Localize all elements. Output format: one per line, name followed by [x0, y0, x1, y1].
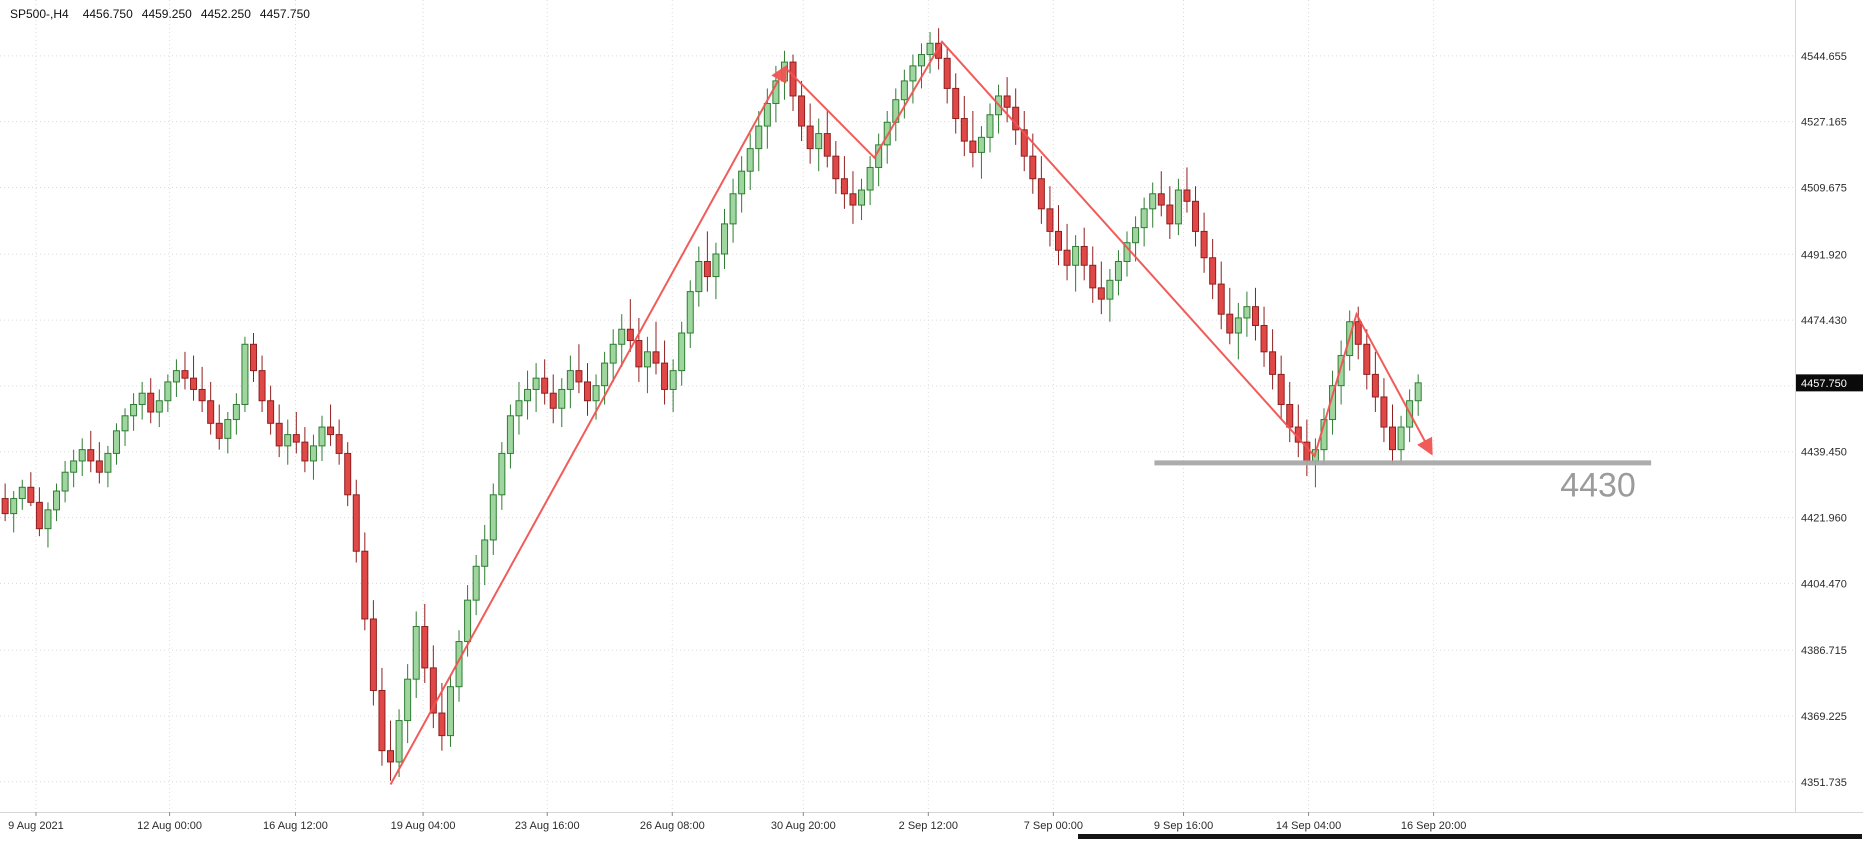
svg-text:4544.655: 4544.655 [1801, 51, 1847, 63]
quote-high: 4459.250 [141, 7, 192, 21]
svg-text:4474.430: 4474.430 [1801, 315, 1847, 327]
svg-text:16 Aug 12:00: 16 Aug 12:00 [263, 820, 328, 832]
current-price-badge: 4457.750 [1796, 374, 1863, 392]
svg-text:4421.960: 4421.960 [1801, 513, 1847, 525]
svg-text:4509.675: 4509.675 [1801, 182, 1847, 194]
chart-title-symbol: SP500-,H4 [10, 7, 69, 21]
svg-text:2 Sep 12:00: 2 Sep 12:00 [899, 820, 958, 832]
support-line[interactable]: 4430 [1154, 460, 1652, 505]
svg-text:4369.225: 4369.225 [1801, 711, 1847, 723]
svg-text:4351.735: 4351.735 [1801, 777, 1847, 789]
svg-text:4457.750: 4457.750 [1801, 378, 1847, 390]
bottom-border-line [1078, 834, 1862, 839]
svg-text:16 Sep 20:00: 16 Sep 20:00 [1401, 820, 1466, 832]
quote-low: 4452.250 [200, 7, 251, 21]
trend-line-2[interactable] [784, 40, 1433, 459]
svg-text:4491.920: 4491.920 [1801, 249, 1847, 261]
quote-open: 4456.750 [82, 7, 133, 21]
svg-text:4386.715: 4386.715 [1801, 645, 1847, 657]
svg-text:14 Sep 04:00: 14 Sep 04:00 [1276, 820, 1341, 832]
chart-title: SP500-,H4 4456.750 4459.250 4452.250 4457.75… [10, 7, 319, 21]
price-axis[interactable]: 4544.655 4527.165 4509.675 4491.920 4474.430… [1801, 51, 1847, 789]
svg-text:9 Aug 2021: 9 Aug 2021 [8, 820, 64, 832]
trend-line-1[interactable] [389, 64, 787, 786]
svg-text:30 Aug 20:00: 30 Aug 20:00 [771, 820, 836, 832]
svg-text:23 Aug 16:00: 23 Aug 16:00 [515, 820, 580, 832]
support-level-label: 4430 [1560, 467, 1636, 505]
svg-text:4404.470: 4404.470 [1801, 578, 1847, 590]
svg-text:26 Aug 08:00: 26 Aug 08:00 [640, 820, 705, 832]
quote-close: 4457.750 [259, 7, 310, 21]
svg-text:19 Aug 04:00: 19 Aug 04:00 [391, 820, 456, 832]
grid-layer [0, 0, 1795, 812]
time-axis[interactable]: 9 Aug 2021 12 Aug 00:00 16 Aug 12:00 19 Aug… [8, 812, 1466, 832]
svg-text:12 Aug 00:00: 12 Aug 00:00 [137, 820, 202, 832]
svg-text:7 Sep 00:00: 7 Sep 00:00 [1024, 820, 1083, 832]
svg-text:9 Sep 16:00: 9 Sep 16:00 [1154, 820, 1213, 832]
svg-text:4527.165: 4527.165 [1801, 117, 1847, 129]
svg-text:4439.450: 4439.450 [1801, 447, 1847, 459]
